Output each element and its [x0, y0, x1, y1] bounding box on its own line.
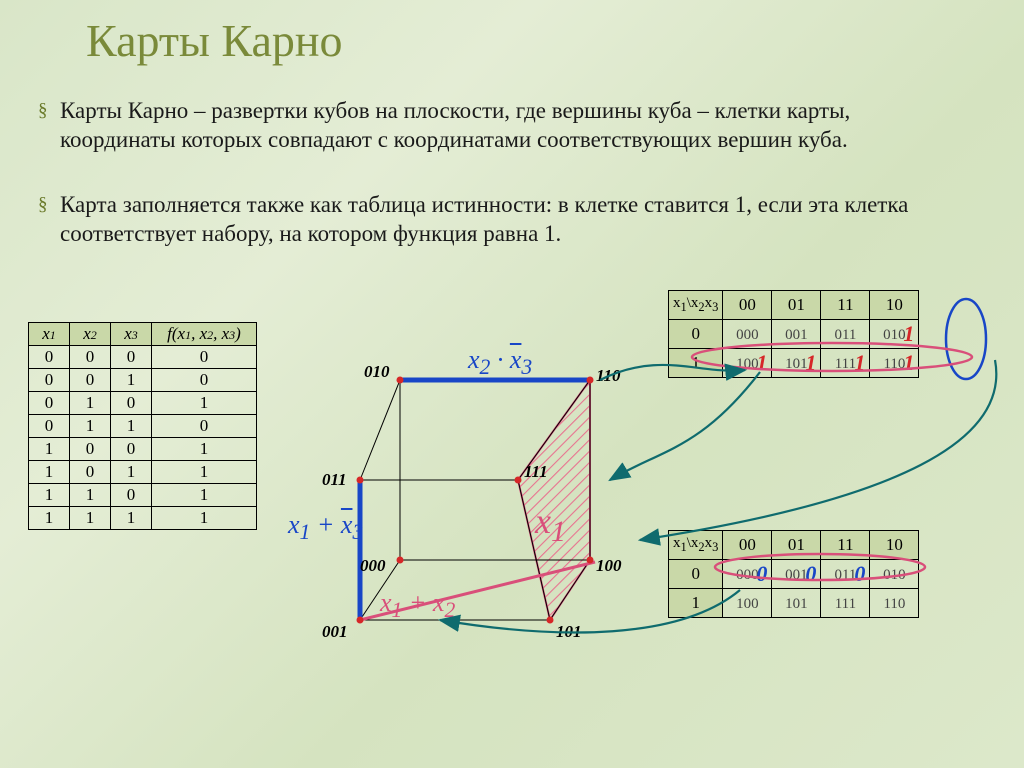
- truth-cell: 1: [152, 461, 257, 484]
- kmap-cell: 100: [723, 589, 772, 618]
- kmap-row-header: 0: [669, 320, 723, 349]
- kmap-cell: 0110: [821, 560, 870, 589]
- cube-vertex-label: 101: [556, 622, 582, 642]
- kmap-cell: 001: [772, 320, 821, 349]
- kmap-cell: 000: [723, 320, 772, 349]
- bullet-2-text: Карта заполняется также как таблица исти…: [60, 192, 908, 246]
- truth-cell: 1: [29, 461, 70, 484]
- kmap-corner: x1\x2x3: [669, 291, 723, 320]
- kmap-cell: 0101: [870, 320, 919, 349]
- truth-cell: 0: [111, 392, 152, 415]
- truth-cell: 0: [152, 415, 257, 438]
- cube-vertex-label: 010: [364, 362, 390, 382]
- cube-equation: x2 · x3: [468, 345, 532, 380]
- truth-cell: 0: [29, 415, 70, 438]
- truth-cell: 1: [152, 392, 257, 415]
- bullet-1: § Карты Карно – развертки кубов на плоск…: [60, 96, 940, 155]
- kmap-cell: 111: [821, 589, 870, 618]
- truth-cell: 1: [70, 415, 111, 438]
- cube-vertex-label: 111: [524, 462, 548, 482]
- kmap-cell: 1101: [870, 349, 919, 378]
- kmap-cell: 1011: [772, 349, 821, 378]
- truth-header: x1: [29, 323, 70, 346]
- cube-vertex-label: 000: [360, 556, 386, 576]
- kmap-cell: 1001: [723, 349, 772, 378]
- truth-cell: 0: [29, 346, 70, 369]
- truth-cell: 1: [29, 507, 70, 530]
- bullet-2: § Карта заполняется также как таблица ис…: [60, 190, 940, 249]
- truth-cell: 0: [111, 484, 152, 507]
- kmap-cell: 011: [821, 320, 870, 349]
- kmap-bottom: x1\x2x3000111100000000100110010110010111…: [668, 530, 919, 618]
- cube-vertex-label: 110: [596, 366, 621, 386]
- truth-cell: 1: [152, 484, 257, 507]
- kmap-col-header: 10: [870, 531, 919, 560]
- truth-header: f(x1, x2, x3): [152, 323, 257, 346]
- truth-cell: 1: [152, 438, 257, 461]
- kmap-cell: 0000: [723, 560, 772, 589]
- truth-cell: 1: [111, 369, 152, 392]
- truth-cell: 0: [70, 461, 111, 484]
- kmap-cell: 0010: [772, 560, 821, 589]
- kmap-cell: 101: [772, 589, 821, 618]
- truth-cell: 1: [70, 484, 111, 507]
- kmap-cell: 110: [870, 589, 919, 618]
- cube-equation: x1 + x3: [288, 510, 363, 545]
- truth-cell: 0: [29, 392, 70, 415]
- kmap-col-header: 01: [772, 531, 821, 560]
- kmap-row-header: 1: [669, 589, 723, 618]
- truth-cell: 0: [152, 369, 257, 392]
- cube-vertex-label: 100: [596, 556, 622, 576]
- truth-cell: 0: [70, 346, 111, 369]
- slide-title: Карты Карно: [86, 14, 343, 67]
- truth-cell: 1: [29, 484, 70, 507]
- kmap-col-header: 00: [723, 291, 772, 320]
- truth-header: x2: [70, 323, 111, 346]
- cube-equation: x1: [535, 500, 566, 549]
- truth-header: x3: [111, 323, 152, 346]
- cube-vertex-label: 001: [322, 622, 348, 642]
- truth-cell: 0: [111, 346, 152, 369]
- truth-cell: 1: [29, 438, 70, 461]
- truth-cell: 0: [29, 369, 70, 392]
- truth-cell: 1: [111, 507, 152, 530]
- truth-cell: 1: [111, 461, 152, 484]
- cube-diagram: 000001010011100101110111x2 · x3x1 + x3x1…: [300, 310, 640, 630]
- truth-cell: 0: [111, 438, 152, 461]
- truth-table: x1x2x3f(x1, x2, x3)000000100101011010011…: [28, 322, 257, 530]
- cube-vertex-label: 011: [322, 470, 347, 490]
- truth-cell: 1: [70, 392, 111, 415]
- truth-cell: 0: [70, 369, 111, 392]
- kmap-col-header: 00: [723, 531, 772, 560]
- kmap-col-header: 11: [821, 291, 870, 320]
- kmap-top: x1\x2x3000111100000001011010111001101111…: [668, 290, 919, 378]
- kmap-col-header: 10: [870, 291, 919, 320]
- kmap-row-header: 1: [669, 349, 723, 378]
- kmap-col-header: 01: [772, 291, 821, 320]
- cube-equation: x1 + x2: [380, 588, 455, 623]
- bullet-1-text: Карты Карно – развертки кубов на плоскос…: [60, 98, 850, 152]
- truth-cell: 0: [70, 438, 111, 461]
- kmap-corner: x1\x2x3: [669, 531, 723, 560]
- truth-cell: 1: [111, 415, 152, 438]
- bullet-marker-icon: §: [38, 193, 48, 217]
- kmap-col-header: 11: [821, 531, 870, 560]
- truth-cell: 1: [152, 507, 257, 530]
- bullet-marker-icon: §: [38, 99, 48, 123]
- kmap-row-header: 0: [669, 560, 723, 589]
- kmap-cell: 010: [870, 560, 919, 589]
- kmap-cell: 1111: [821, 349, 870, 378]
- truth-cell: 1: [70, 507, 111, 530]
- truth-cell: 0: [152, 346, 257, 369]
